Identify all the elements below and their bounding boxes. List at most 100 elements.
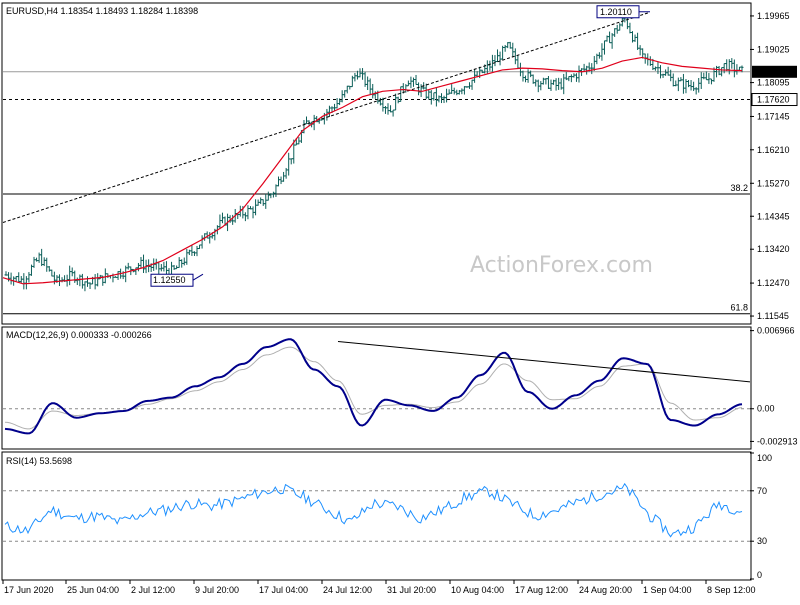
ohlc-bar [70,267,74,277]
ohlc-bar [305,116,309,125]
ohlc-bar [289,158,293,165]
annotation-high-label: 1.20110 [600,7,632,17]
ohlc-bar [597,52,601,59]
rsi-y-label: 100 [757,453,772,463]
ohlc-bar [618,23,622,31]
ohlc-bar [567,76,571,82]
ohlc-bar [287,152,291,176]
ohlc-bar [445,88,449,103]
ohlc-bar [427,89,431,100]
current-price-label: 1.18398 [757,67,790,77]
ohlc-bar [9,272,13,285]
ohlc-bar [259,197,263,204]
ohlc-bar [327,105,331,118]
macd-y-label: 0.006966 [757,326,795,336]
price-panel-frame [1,2,752,325]
ohlc-bar [671,73,675,87]
ohlc-bar [177,257,181,268]
ohlc-bar [185,248,189,265]
ohlc-bar [52,271,56,285]
ohlc-bar [470,79,474,90]
ohlc-bar [243,212,247,222]
price-y-label: 1.14345 [757,211,790,221]
ohlc-bar [666,66,670,76]
ohlc-bar [200,235,204,249]
current-price-box [752,65,797,78]
ohlc-bar [450,84,454,94]
ohlc-bar [17,272,21,283]
ohlc-bar [462,86,466,95]
ohlc-bar [164,261,168,276]
ohlc-bar [613,28,617,37]
price-y-label: 1.15270 [757,178,790,188]
ohlc-bar [27,272,31,283]
ohlc-bar [85,276,89,287]
ohlc-bar [562,73,566,95]
ohlc-bar [139,256,143,269]
ohlc-bar [692,81,696,92]
ohlc-bar [679,77,683,82]
ohlc-bar [488,60,492,71]
ohlc-bar [182,257,186,266]
macd-y-label: 0.00 [757,404,775,414]
ohlc-bar [246,205,250,220]
ohlc-bar [80,273,84,289]
ohlc-bar [88,282,92,290]
ohlc-bar [391,109,395,117]
price-y-label: 1.18095 [757,78,790,88]
ohlc-bar [190,245,194,256]
ohlc-bar [414,74,418,85]
rsi-y-label: 30 [757,536,767,546]
price-panel-title: EURUSD,H4 1.18354 1.18493 1.18284 1.1839… [6,6,198,16]
ohlc-bar [386,103,390,115]
ohlc-bar [539,81,543,91]
ohlc-bar [261,199,265,206]
fib-level-label: 61.8 [730,303,748,313]
ohlc-bar [546,75,550,89]
rsi-y-label: 70 [757,486,767,496]
ohlc-bar [699,72,703,89]
ohlc-bar [608,31,612,44]
ohlc-bar [83,281,87,292]
ohlc-bar [126,262,130,270]
ohlc-bar [333,103,337,111]
ohlc-bar [676,77,680,92]
ohlc-bar [653,66,657,71]
ohlc-bar [37,252,41,263]
ohlc-bar [40,248,44,267]
ohlc-bar [554,78,558,91]
ohlc-bar [271,191,275,198]
ohlc-bar [68,265,72,286]
macd-panel-title: MACD(12,26,9) 0.000333 -0.000266 [6,330,152,340]
fib-level-label: 38.2 [730,183,748,193]
ohlc-bar [503,44,507,52]
ohlc-bar [740,65,744,73]
ohlc-bar [460,88,464,95]
macd-trendline [337,340,751,383]
x-axis-label: 10 Aug 04:00 [451,585,504,595]
ohlc-bar [549,79,553,92]
x-axis-label: 31 Jul 20:00 [387,585,436,595]
ohlc-bar [432,92,436,101]
annotation-low-pointer [192,273,204,281]
ohlc-bar [600,43,604,61]
ohlc-bar [732,59,736,78]
ohlc-bar [526,69,530,83]
x-axis-label: 2 Jul 12:00 [131,585,175,595]
ohlc-bar [569,74,573,83]
ohlc-bar [116,271,120,280]
ohlc-bar [394,93,398,111]
rsi-line [4,482,743,538]
ohlc-bar [493,55,497,67]
rsi-panel-title: RSI(14) 53.5698 [6,456,72,466]
x-axis-label: 9 Jul 20:00 [195,585,239,595]
ohlc-bar [371,83,375,99]
ohlc-bar [633,34,637,42]
ohlc-bar [524,75,528,83]
ohlc-bar [136,262,140,272]
x-axis-label: 17 Aug 12:00 [515,585,568,595]
ohlc-bar [516,55,520,70]
price-y-label: 1.16210 [757,145,790,155]
support-level-label: 1.17620 [757,95,790,105]
